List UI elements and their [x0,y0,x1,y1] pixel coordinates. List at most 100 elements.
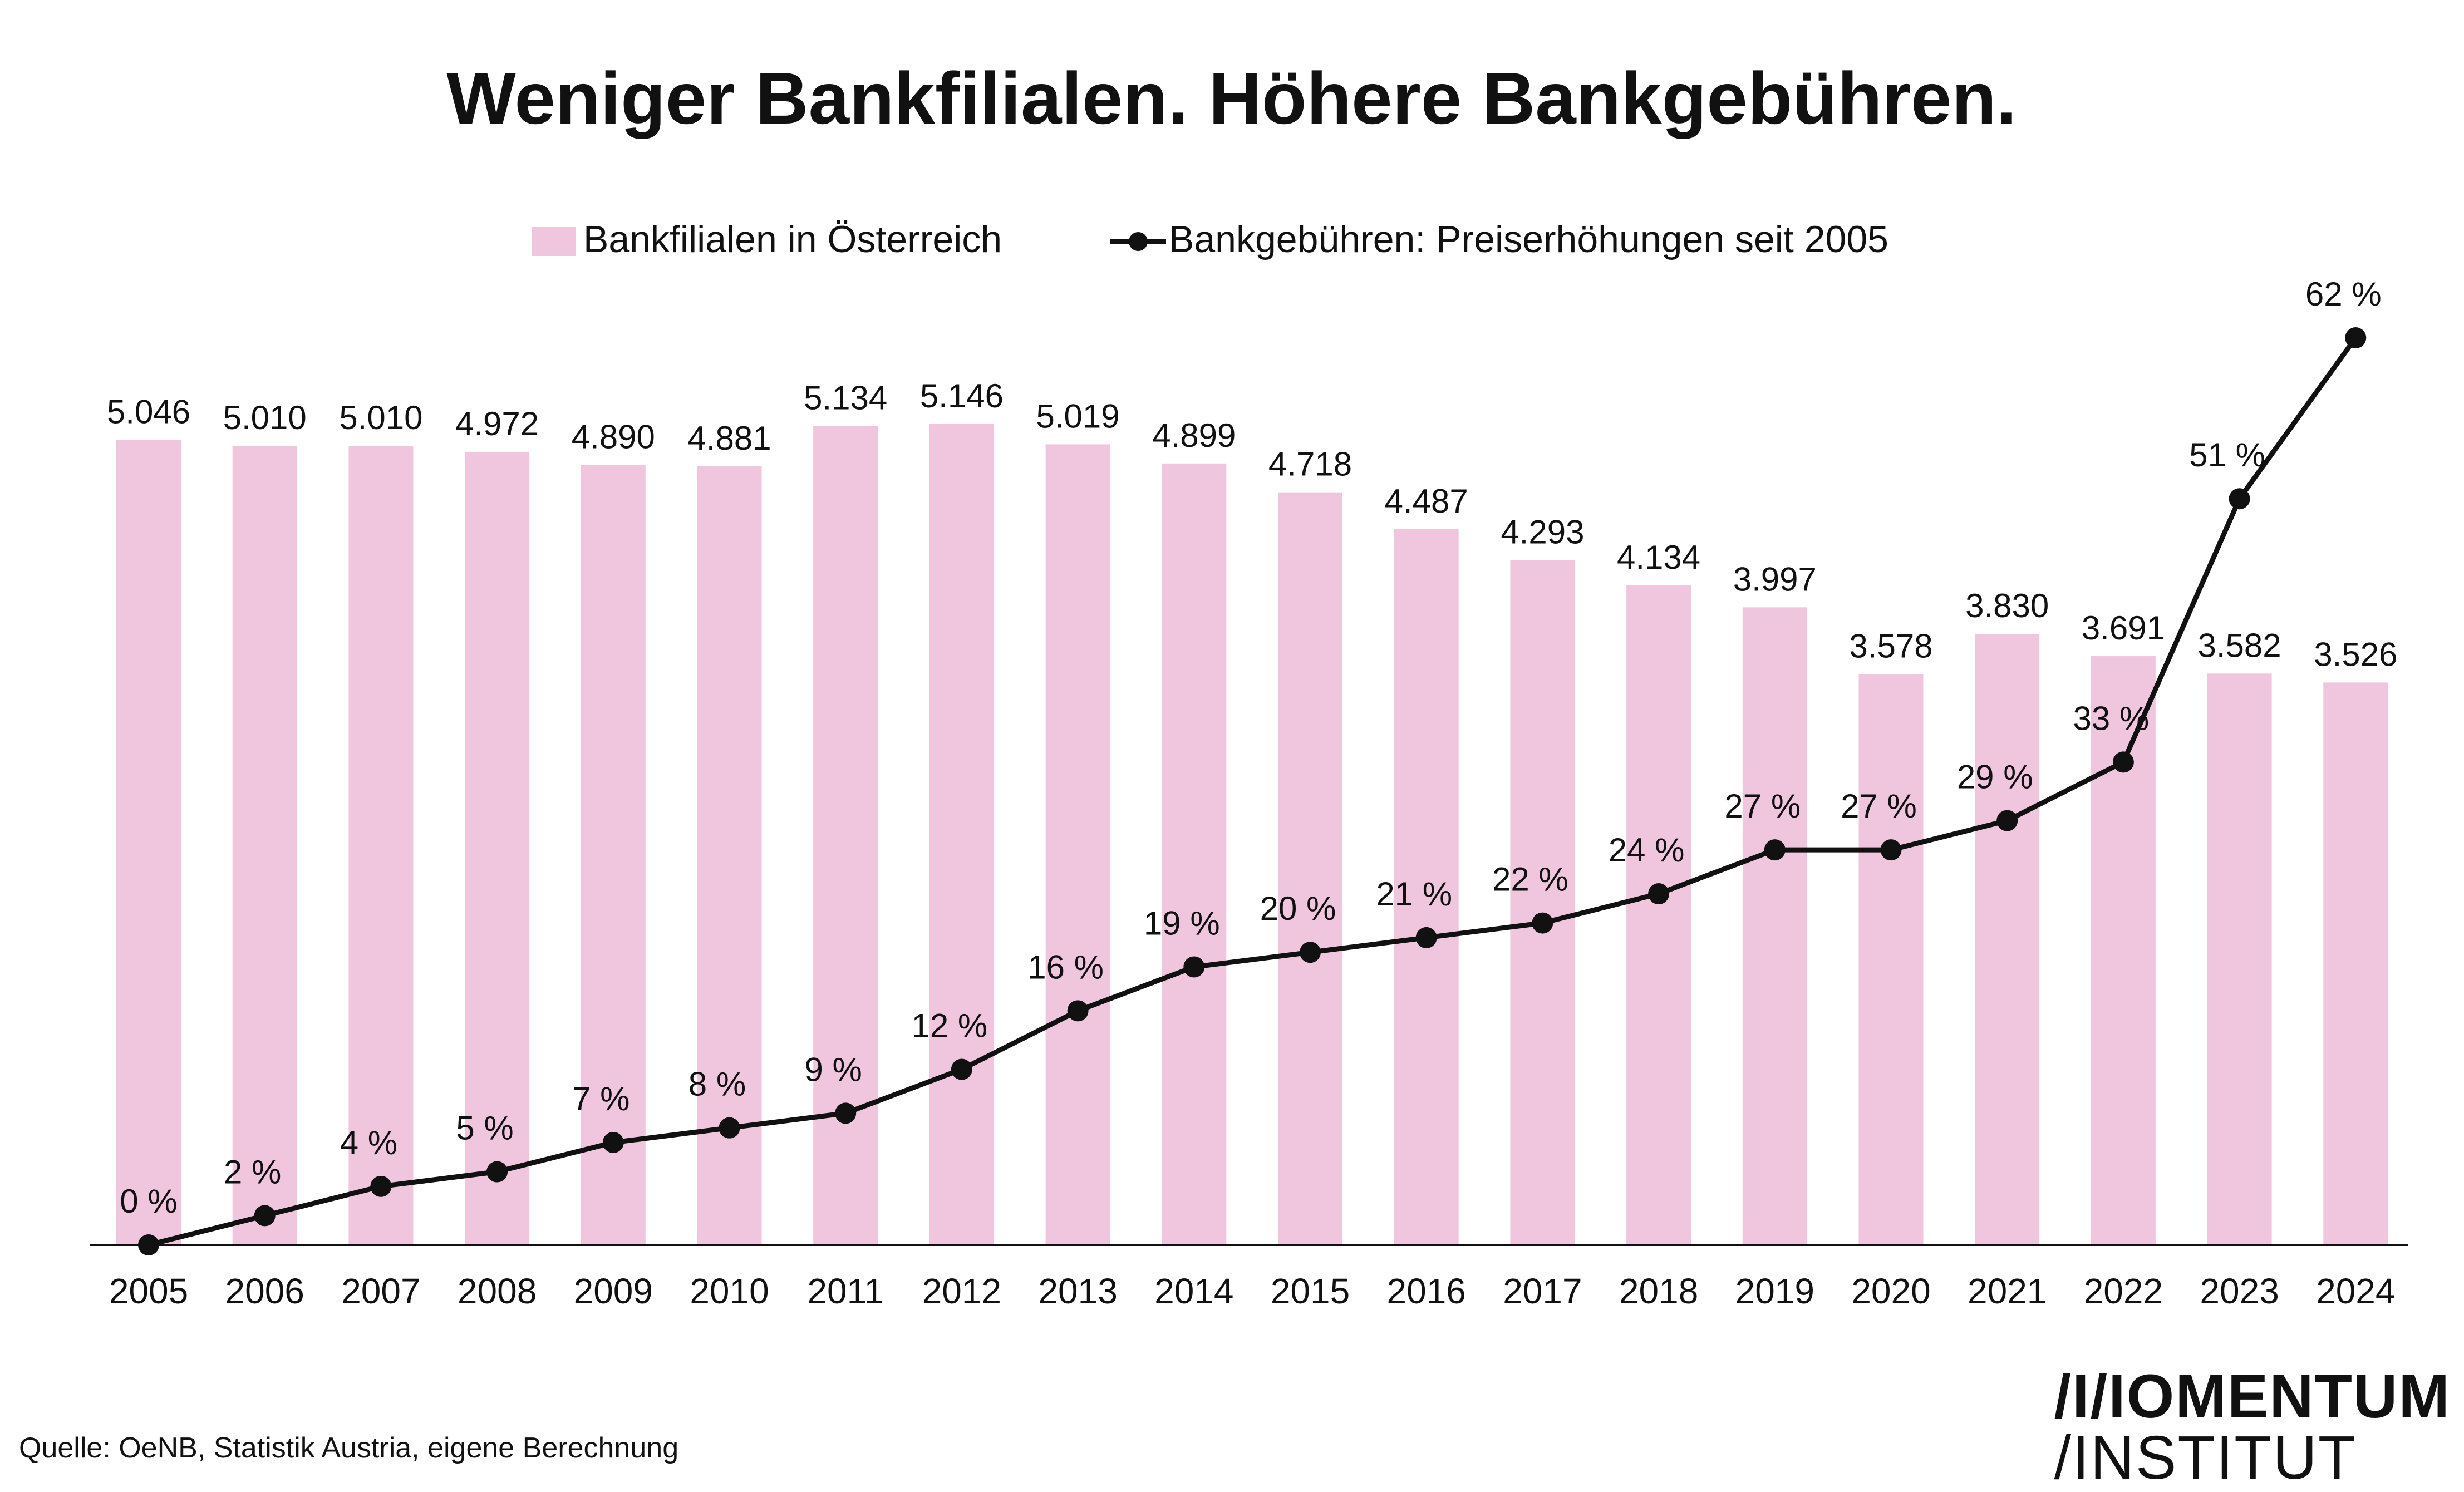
bar-2019 [1742,607,1807,1245]
x-tick-2006: 2006 [225,1271,304,1311]
line-label-2013: 16 % [1027,948,1104,986]
line-point-2019 [1764,839,1786,861]
line-label-2009: 7 % [572,1080,629,1117]
line-point-2005 [138,1234,159,1255]
bar-label-2019: 3.997 [1733,560,1817,598]
bar-2012 [929,424,994,1245]
bar-2022 [2091,656,2156,1245]
x-tick-2012: 2012 [922,1271,1001,1311]
logo-line-1: /I/IOMENTUM [2054,1362,2451,1431]
bar-2005 [116,440,181,1245]
line-label-2017: 22 % [1492,861,1568,898]
line-label-2005: 0 % [120,1183,177,1220]
line-point-2018 [1648,883,1670,905]
x-tick-2015: 2015 [1271,1271,1350,1311]
bar-label-2014: 4.899 [1152,417,1236,454]
line-label-2012: 12 % [912,1007,988,1045]
x-tick-2024: 2024 [2316,1271,2395,1311]
chart-title: Weniger Bankfilialen. Höhere Bankgebühre… [446,57,2017,139]
bar-2018 [1626,585,1691,1245]
bar-label-2023: 3.582 [2198,627,2281,664]
x-tick-2008: 2008 [458,1271,537,1311]
line-label-2015: 20 % [1260,890,1336,927]
line-point-2020 [1880,839,1902,861]
line-point-2007 [370,1175,392,1197]
x-tick-2011: 2011 [807,1271,884,1311]
momentum-institut-logo: /I/IOMENTUM /INSTITUT [2054,1366,2451,1489]
legend-line-label: Bankgebühren: Preiserhöhungen seit 2005 [1169,218,1888,260]
bar-value-labels: 5.046 5.010 5.010 4.972 4.890 4.881 5.134 5.146… [107,377,2397,673]
bar-label-2024: 3.526 [2314,636,2397,673]
line-point-2022 [2112,751,2134,773]
bar-2016 [1394,529,1459,1245]
bar-series [116,424,2388,1245]
bar-label-2009: 4.890 [572,418,655,455]
line-point-2021 [1996,810,2018,831]
x-tick-2013: 2013 [1038,1271,1117,1311]
x-tick-2014: 2014 [1154,1271,1233,1311]
bar-label-2018: 4.134 [1617,539,1700,576]
line-label-2007: 4 % [340,1124,397,1161]
line-label-2019: 27 % [1724,787,1801,825]
line-point-2011 [835,1102,857,1124]
line-point-2023 [2229,488,2250,510]
bar-2009 [581,465,646,1245]
legend-bar-swatch [532,227,576,256]
bar-label-2015: 4.718 [1268,446,1352,483]
line-point-2013 [1067,1000,1089,1022]
x-tick-2009: 2009 [574,1271,653,1311]
bar-label-2005: 5.046 [107,393,190,431]
logo-line-2: /INSTITUT [2054,1424,2357,1492]
line-label-2020: 27 % [1841,787,1917,825]
x-tick-2023: 2023 [2200,1271,2279,1311]
line-label-2010: 8 % [688,1066,746,1103]
bar-2013 [1045,444,1110,1245]
line-point-2016 [1415,927,1437,948]
line-label-2011: 9 % [805,1051,862,1088]
x-tick-2007: 2007 [341,1271,420,1311]
bar-2015 [1278,492,1342,1245]
bar-2021 [1975,634,2040,1245]
x-tick-2019: 2019 [1735,1271,1814,1311]
line-label-2024: 62 % [2305,275,2382,313]
bar-2008 [465,451,530,1245]
bar-2010 [697,466,762,1245]
line-point-2017 [1532,912,1553,934]
bar-2017 [1510,560,1575,1245]
line-point-2014 [1183,956,1205,978]
legend: Bankfilialen in Österreich Bankgebühren:… [532,218,1888,260]
x-tick-2016: 2016 [1387,1271,1466,1311]
line-point-2009 [602,1131,624,1153]
bar-2020 [1858,674,1924,1245]
bar-2023 [2207,673,2272,1245]
bar-label-2007: 5.010 [339,399,422,436]
bar-label-2017: 4.293 [1501,513,1584,550]
x-tick-2018: 2018 [1619,1271,1698,1311]
bar-2024 [2323,682,2388,1245]
x-tick-2021: 2021 [1968,1271,2047,1311]
bar-label-2016: 4.487 [1385,482,1468,520]
x-tick-labels: 2005 2006 2007 2008 2009 2010 2011 2012 2013 2014… [109,1271,2396,1311]
line-label-2023: 51 % [2189,436,2265,474]
line-label-2018: 24 % [1609,831,1685,869]
line-point-2010 [719,1117,740,1139]
bar-label-2020: 3.578 [1849,627,1932,664]
bar-label-2008: 4.972 [455,405,539,442]
bar-label-2011: 5.134 [804,379,887,416]
bar-label-2022: 3.691 [2082,609,2165,647]
bar-2006 [232,445,297,1245]
bar-label-2013: 5.019 [1036,397,1120,435]
line-point-2015 [1300,942,1321,963]
bar-2007 [348,445,414,1245]
bar-label-2006: 5.010 [223,399,307,436]
line-point-2006 [254,1205,276,1227]
line-label-2022: 33 % [2073,700,2150,737]
line-label-2008: 5 % [456,1110,513,1147]
line-label-2021: 29 % [1957,759,2033,796]
x-tick-2017: 2017 [1503,1271,1582,1311]
bar-label-2012: 5.146 [920,377,1004,415]
line-path [147,336,2358,1248]
x-tick-2005: 2005 [109,1271,188,1311]
legend-bar-label: Bankfilialen in Österreich [583,218,1002,260]
